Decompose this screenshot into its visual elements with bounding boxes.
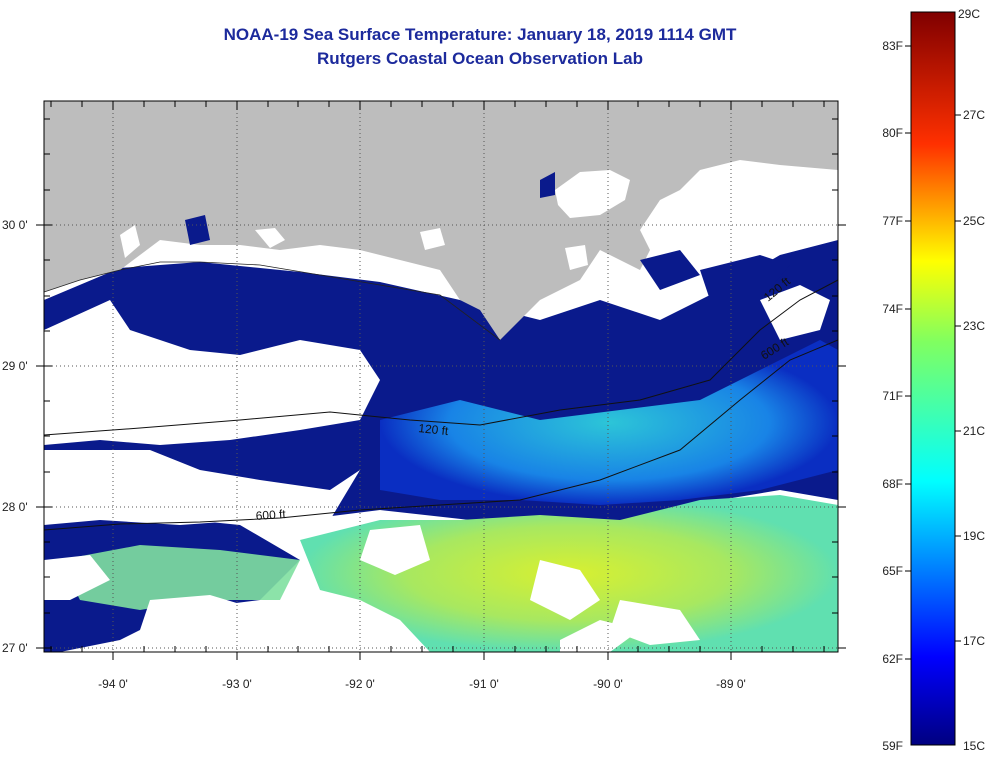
lon-label: -90 0' [593, 677, 623, 691]
colorbar-c-label: 23C [963, 319, 985, 333]
lon-label: -89 0' [716, 677, 746, 691]
lon-label: -93 0' [222, 677, 252, 691]
colorbar-f-label: 71F [882, 389, 903, 403]
contour-600ft [44, 339, 838, 531]
axis-ticks [36, 101, 846, 660]
lon-label: -92 0' [345, 677, 375, 691]
colorbar-f-label: 83F [882, 39, 903, 53]
warm-water-west [60, 545, 300, 610]
graticule [44, 101, 838, 652]
lat-label: 30 0' [2, 218, 28, 232]
lat-label: 29 0' [2, 359, 28, 373]
colorbar: 83F 80F 77F 74F 71F 68F 65F 62F 59F 29C … [882, 7, 985, 753]
colorbar-c-label: 17C [963, 634, 985, 648]
contour-120ft [44, 279, 838, 436]
contour-label-600: 600 ft [255, 507, 287, 523]
coastline [44, 261, 501, 341]
contour-label-120: 120 ft [418, 421, 450, 438]
colorbar-c-label: 15C [963, 739, 985, 753]
plot-frame [43, 100, 839, 653]
fahrenheit-labels: 83F 80F 77F 74F 71F 68F 65F 62F 59F [882, 39, 903, 753]
land-mass [44, 101, 838, 340]
colorbar-f-label: 74F [882, 302, 903, 316]
colorbar-ticks [905, 45, 961, 660]
colorbar-f-label: 62F [882, 652, 903, 666]
colorbar-c-label: 21C [963, 424, 985, 438]
cloud-patches [44, 285, 830, 652]
colorbar-f-label: 80F [882, 126, 903, 140]
lat-label: 28 0' [2, 500, 28, 514]
colorbar-f-label: 68F [882, 477, 903, 491]
plot-area: 120 ft 600 ft 120 ft 600 ft [44, 101, 838, 652]
colorbar-c-label: 29C [958, 7, 980, 21]
lon-label: -94 0' [98, 677, 128, 691]
colorbar-f-label: 59F [882, 739, 903, 753]
colorbar-f-label: 65F [882, 564, 903, 578]
latitude-labels: 30 0' 29 0' 28 0' 27 0' [2, 218, 28, 655]
lakes [120, 170, 780, 270]
colorbar-f-label: 77F [882, 214, 903, 228]
colorbar-c-label: 19C [963, 529, 985, 543]
transition-region [380, 340, 838, 505]
longitude-labels: -94 0' -93 0' -92 0' -91 0' -90 0' -89 0… [98, 677, 746, 691]
colorbar-gradient [910, 11, 956, 746]
colorbar-c-label: 25C [963, 214, 985, 228]
map-subtitle: Rutgers Coastal Ocean Observation Lab [317, 49, 643, 68]
map-title: NOAA-19 Sea Surface Temperature: January… [223, 25, 737, 44]
lon-label: -91 0' [469, 677, 499, 691]
lat-label: 27 0' [2, 641, 28, 655]
colorbar-c-label: 27C [963, 108, 985, 122]
coastal-water-patches [185, 172, 790, 300]
celsius-labels: 29C 27C 25C 23C 21C 19C 17C 15C [958, 7, 985, 753]
